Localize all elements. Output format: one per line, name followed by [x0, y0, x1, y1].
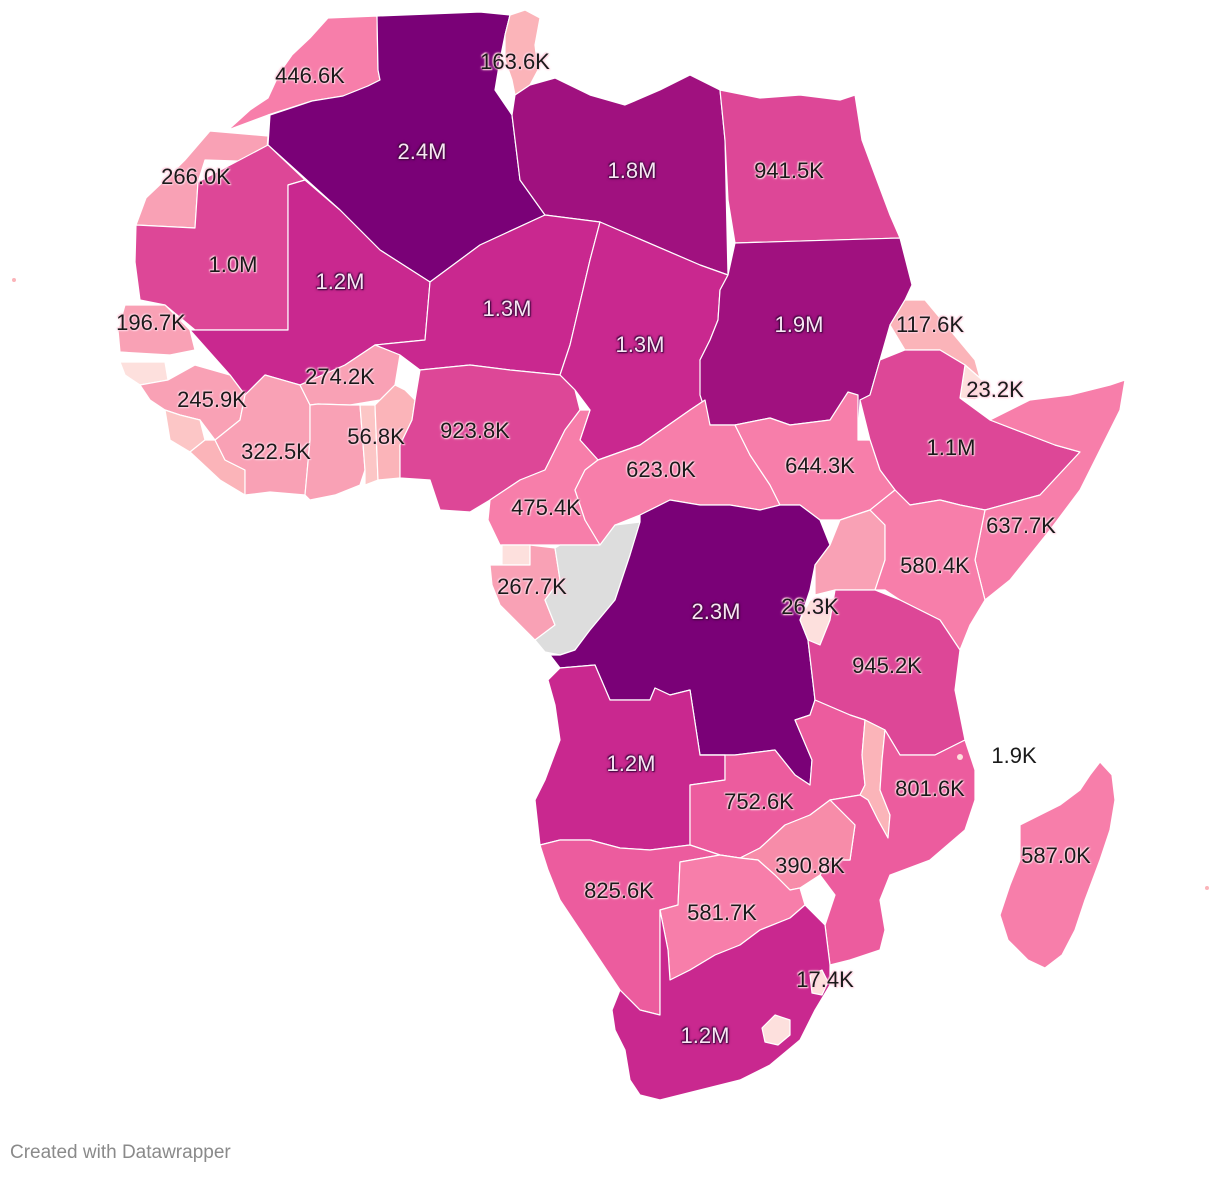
value-label-angola: 1.2M — [606, 751, 656, 776]
island-cape-verde — [12, 278, 16, 282]
island-mauritius — [1205, 886, 1209, 890]
country-ghana[interactable] — [304, 403, 366, 501]
value-label-nigeria: 923.8K — [440, 418, 510, 443]
country-egypt[interactable] — [719, 89, 901, 244]
value-label-botswana: 581.7K — [687, 900, 757, 925]
country-uganda[interactable] — [814, 509, 886, 596]
value-label-chad: 1.3M — [615, 332, 665, 357]
value-label-mozambique: 801.6K — [895, 776, 965, 801]
country-senegal[interactable] — [117, 304, 196, 356]
value-label-mauritania: 1.0M — [208, 252, 258, 277]
country-south-sudan[interactable] — [734, 391, 896, 521]
value-label-western-sahara: 266.0K — [161, 164, 231, 189]
value-label-algeria: 2.4M — [397, 139, 447, 164]
value-label-cote-divoire: 322.5K — [241, 439, 311, 464]
country-somalia[interactable] — [974, 379, 1126, 601]
value-label-somalia: 637.7K — [986, 513, 1056, 538]
value-label-south-sudan: 644.3K — [785, 453, 855, 478]
country-comoros[interactable] — [957, 754, 963, 760]
country-lesotho[interactable] — [761, 1014, 791, 1046]
value-label-eswatini: 17.4K — [796, 967, 854, 992]
value-label-comoros: 1.9K — [991, 743, 1037, 768]
value-label-central-african-republic: 623.0K — [626, 457, 696, 482]
value-label-libya: 1.8M — [607, 158, 657, 183]
datawrapper-credit: Created with Datawrapper — [10, 1142, 231, 1163]
value-label-egypt: 941.5K — [754, 158, 824, 183]
value-label-djibouti: 23.2K — [966, 377, 1024, 402]
value-label-tunisia: 163.6K — [480, 49, 550, 74]
value-label-sudan: 1.9M — [774, 312, 824, 337]
country-equatorial-guinea[interactable] — [501, 544, 531, 566]
value-label-mali: 1.2M — [315, 269, 365, 294]
country-togo[interactable] — [359, 404, 379, 486]
value-label-togo-benin: 56.8K — [347, 424, 405, 449]
value-label-senegal: 196.7K — [116, 310, 186, 335]
country-madagascar[interactable] — [999, 761, 1116, 969]
value-label-namibia: 825.6K — [584, 878, 654, 903]
value-label-ethiopia: 1.1M — [926, 435, 976, 460]
value-label-gabon: 267.7K — [497, 574, 567, 599]
value-label-tanzania: 945.2K — [852, 653, 922, 678]
value-label-morocco: 446.6K — [275, 63, 345, 88]
value-label-burkina-faso: 274.2K — [305, 364, 375, 389]
value-label-south-africa: 1.2M — [680, 1023, 730, 1048]
value-label-niger: 1.3M — [482, 296, 532, 321]
country-libya[interactable] — [511, 74, 729, 276]
value-label-zambia: 752.6K — [724, 789, 794, 814]
value-label-zimbabwe: 390.8K — [775, 853, 845, 878]
value-label-kenya: 580.4K — [900, 553, 970, 578]
country-kenya[interactable] — [869, 489, 986, 651]
value-label-rwanda-burundi: 26.3K — [781, 594, 839, 619]
value-label-dr-congo: 2.3M — [691, 599, 741, 624]
value-label-cameroon: 475.4K — [511, 495, 581, 520]
value-label-eritrea: 117.6K — [895, 312, 965, 337]
country-south-africa[interactable] — [611, 904, 831, 1101]
value-label-guinea: 245.9K — [177, 387, 247, 412]
value-label-madagascar: 587.0K — [1021, 843, 1091, 868]
country-eswatini[interactable] — [809, 969, 829, 996]
